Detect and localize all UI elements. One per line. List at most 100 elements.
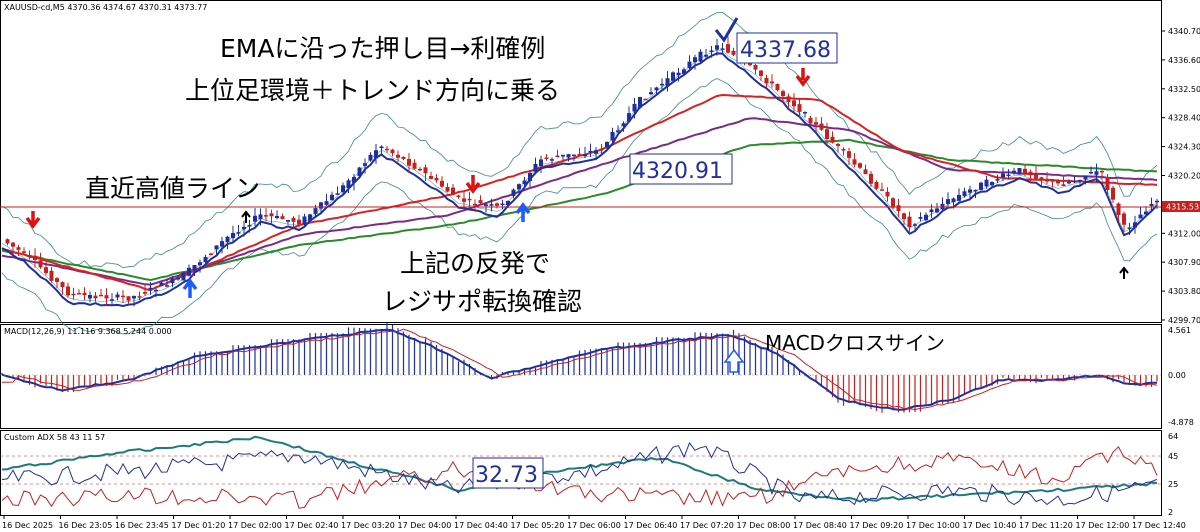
candle-body	[1133, 222, 1137, 228]
annotation-macd-cross: MACDクロスサイン	[765, 331, 945, 355]
candle-body	[792, 100, 796, 107]
adx-main-line	[1, 435, 1158, 503]
candle-body	[148, 287, 153, 290]
candle-body	[885, 191, 890, 197]
time-axis-label: 16 Dec 23:45	[115, 521, 169, 530]
bollinger-lower	[1, 78, 1158, 335]
candle-body	[973, 189, 978, 192]
candle-body	[522, 180, 527, 185]
candle-body	[220, 241, 224, 247]
time-axis-label: 17 Dec 12:00	[1076, 521, 1130, 530]
candle-body	[484, 204, 488, 206]
candle-body	[22, 251, 26, 253]
candle-body	[753, 64, 758, 70]
candle-body	[1050, 180, 1055, 182]
candle-body	[5, 239, 10, 244]
candle-body	[71, 293, 76, 296]
candle-body	[253, 215, 257, 222]
candle-body	[781, 91, 785, 97]
candle-body	[946, 199, 950, 205]
candle-body	[143, 291, 147, 294]
annotation-ema-pullback: EMAに沿った押し目→利確例	[220, 34, 545, 63]
time-axis-label: 16 Dec 2025	[2, 521, 53, 530]
candles	[5, 36, 1159, 307]
candle-body	[247, 224, 252, 227]
candle-body	[363, 163, 367, 166]
price-axis-label: 4320.20	[1168, 172, 1200, 181]
adx-axis-label: 64	[1168, 432, 1178, 441]
candle-body	[841, 149, 846, 151]
candle-body	[1094, 171, 1099, 175]
time-axis-label: 17 Dec 06:40	[624, 521, 678, 530]
candle-body	[115, 294, 120, 298]
candle-body	[495, 203, 499, 206]
candle-body	[616, 130, 620, 132]
candle-body	[181, 272, 186, 281]
candle-body	[368, 154, 373, 161]
arrow-up-small-icon	[1119, 266, 1129, 279]
candle-body	[1012, 170, 1016, 173]
candle-body	[451, 187, 455, 195]
arrow-down-icon	[465, 175, 481, 194]
candle-body	[1067, 181, 1071, 184]
candle-body	[550, 159, 554, 161]
candle-body	[429, 176, 433, 179]
candle-body	[1122, 213, 1126, 225]
macd-line	[1, 328, 1157, 411]
candle-body	[896, 205, 901, 212]
adx-axis-label: 2	[1168, 508, 1173, 517]
candle-body	[759, 70, 763, 76]
adx-minus-di-line	[1, 446, 1158, 509]
candle-body	[1039, 177, 1044, 180]
candle-body	[407, 158, 411, 166]
candle-body	[693, 57, 697, 63]
candle-body	[440, 180, 444, 187]
macd-axis-label: -4.878	[1168, 418, 1194, 427]
candle-body	[1116, 203, 1121, 216]
candle-body	[836, 143, 840, 146]
candle-body	[104, 295, 109, 299]
candle-body	[1144, 211, 1148, 215]
candle-body	[126, 296, 131, 301]
candle-body	[38, 260, 43, 268]
time-axis-label: 17 Dec 08:00	[737, 521, 791, 530]
candle-body	[506, 201, 510, 206]
time-axis-label: 17 Dec 06:00	[567, 521, 621, 530]
price-box-high-text: 4337.68	[740, 38, 831, 63]
candle-body	[401, 156, 406, 159]
annotation-trend-follow: 上位足環境＋トレンド方向に乗る	[185, 76, 560, 105]
candle-body	[566, 154, 571, 158]
candle-body	[11, 242, 15, 247]
time-axis-label: 17 Dec 01:20	[172, 521, 226, 530]
annotation-resi-sup: レジサポ転換確認	[382, 287, 582, 316]
adx-axis-label: 25	[1168, 480, 1178, 489]
candle-body	[1023, 168, 1027, 175]
candle-body	[561, 154, 565, 157]
candle-body	[874, 181, 879, 189]
candle-body	[346, 180, 351, 189]
candle-body	[467, 198, 472, 201]
candle-body	[797, 104, 802, 112]
time-axis-label: 17 Dec 03:20	[341, 521, 395, 530]
candle-body	[445, 187, 450, 192]
price-panel	[0, 0, 1162, 323]
candle-body	[308, 214, 312, 221]
candle-body	[924, 214, 928, 221]
hollow-up-arrow-icon	[723, 348, 745, 373]
candle-body	[1127, 227, 1132, 229]
current-price-label: 4315.53	[1166, 203, 1199, 212]
candle-body	[610, 131, 615, 141]
candle-body	[275, 215, 279, 218]
price-box-mid-text: 4320.91	[632, 159, 723, 184]
candle-body	[533, 163, 538, 172]
candle-body	[830, 136, 835, 143]
candle-body	[957, 194, 961, 201]
candle-body	[709, 50, 714, 52]
arrow-down-icon	[25, 211, 41, 229]
candle-body	[654, 87, 659, 91]
candle-body	[214, 245, 219, 250]
candle-body	[660, 83, 664, 86]
candle-body	[643, 98, 648, 101]
candle-body	[225, 236, 230, 243]
candle-body	[528, 173, 532, 181]
